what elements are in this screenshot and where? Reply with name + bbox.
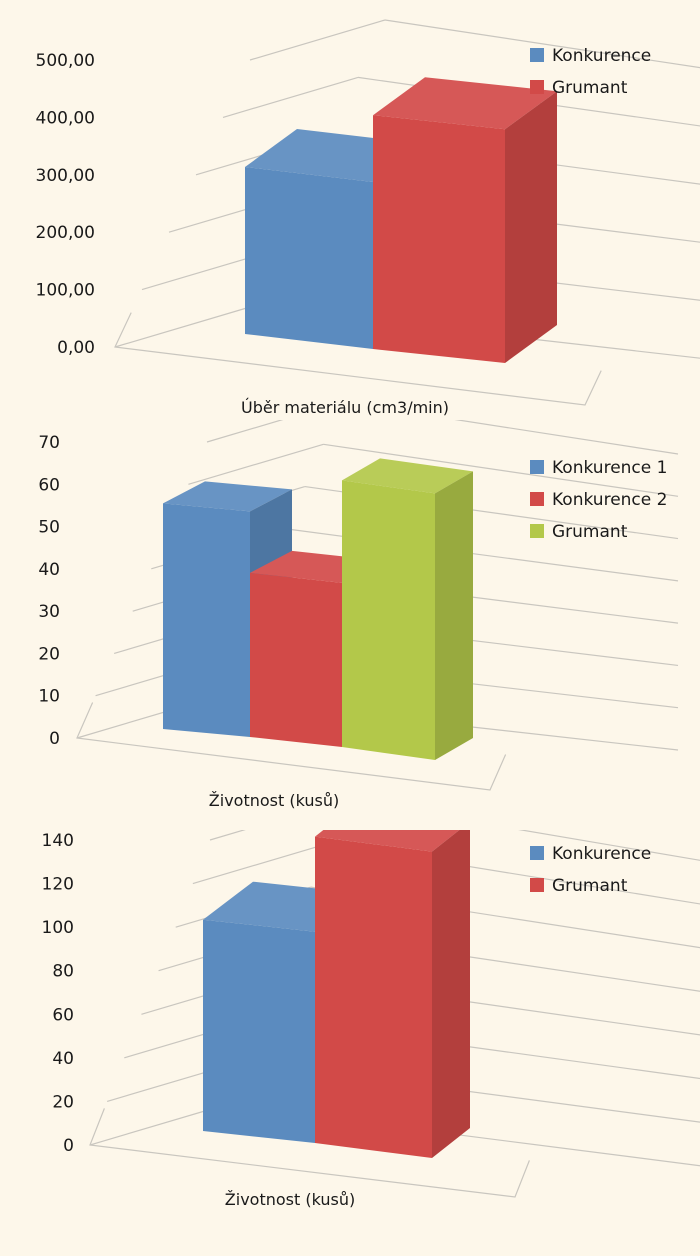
floor-outline [89,1108,530,1198]
y-tick-label: 50 [38,518,60,538]
legend-swatch [530,846,544,860]
y-tick-label: 0 [49,729,60,749]
y-tick-label: 20 [52,1092,74,1112]
chart-tool-life-1: 0 10 20 30 40 50 60 70 Životnost (kusů) Konkurenc… [38,420,679,810]
bar-konkurence [203,919,315,1143]
gridline-left-7 [206,420,284,443]
x-axis-label: Životnost (kusů) [209,791,339,810]
bar-top-2 [342,458,473,494]
y-tick-label: 80 [52,962,74,982]
legend-label: Konkurence [552,844,651,864]
gridline-left-6 [188,443,324,485]
y-tick-label: 500,00 [36,51,95,71]
bar-side-2 [435,471,473,760]
gridline-back-7 [454,420,679,455]
bar-top-0 [163,481,292,512]
legend-label: Konkurence 1 [552,458,667,478]
gridline-left-7 [209,830,246,841]
legend-swatch [530,80,544,94]
gridline-left-6 [192,842,329,885]
y-tick-label: 140 [42,831,74,851]
gridline-left-0 [114,306,251,348]
y-tick-label: 120 [42,875,74,895]
chart-panel-3: 0 20 40 60 80 100 120 140 Životnost (kusů) Konkur… [0,830,700,1250]
bar-top-1 [315,830,460,852]
y-tick-label: 60 [52,1005,74,1025]
legend-label: Grumant [552,522,628,542]
bar-side-1 [432,830,470,1158]
bar-konkurence-2 [250,572,342,747]
y-tick-label: 10 [38,687,60,707]
y-tick-label: 70 [38,433,60,453]
gridline-left-5 [249,19,386,61]
y-tick-label: 30 [38,602,60,622]
bar-grumant [342,480,435,760]
y-tick-label: 0,00 [57,338,95,358]
floor-outline [76,702,507,791]
y-tick-label: 100,00 [36,281,95,301]
legend-swatch [530,492,544,506]
bar-konkurence [245,167,373,349]
legend-swatch [530,460,544,474]
legend-swatch [530,878,544,892]
gridline-left-0 [89,1104,226,1146]
chart-material-removal: 0,00 100,00 200,00 300,00 400,00 500,00 Úběr m… [36,19,700,417]
y-tick-label: 400,00 [36,108,95,128]
chart-panel-1: 0,00 100,00 200,00 300,00 400,00 500,00 Úběr m… [0,0,700,420]
bar-konkurence-1 [163,503,250,737]
gridline-left-4 [222,76,359,118]
y-tick-label: 20 [38,644,60,664]
bar-side-1 [505,91,557,363]
chart-tool-life-2: 0 20 40 60 80 100 120 140 Životnost (kusů) Konkur… [42,830,700,1209]
y-tick-label: 40 [52,1049,74,1069]
y-tick-label: 0 [63,1136,74,1156]
legend-label: Grumant [552,876,628,896]
gridline-back-7 [518,830,700,861]
bar-grumant [315,836,432,1158]
gridline-back-6 [323,443,679,497]
bar-top-1 [373,77,557,130]
legend-label: Konkurence [552,46,651,66]
gridline-back-5 [384,19,700,69]
x-axis-label: Životnost (kusů) [225,1190,355,1209]
chart-panel-2: 0 10 20 30 40 50 60 70 Životnost (kusů) Konkurenc… [0,420,700,830]
y-tick-label: 300,00 [36,166,95,186]
y-tick-label: 100 [42,918,74,938]
x-axis-label: Úběr materiálu (cm3/min) [241,398,449,417]
bar-grumant [373,115,505,363]
y-tick-label: 40 [38,560,60,580]
legend-swatch [530,48,544,62]
legend-label: Konkurence 2 [552,490,667,510]
legend-label: Grumant [552,78,628,98]
y-tick-label: 200,00 [36,223,95,243]
y-tick-label: 60 [38,475,60,495]
legend-swatch [530,524,544,538]
floor-outline [114,312,602,406]
